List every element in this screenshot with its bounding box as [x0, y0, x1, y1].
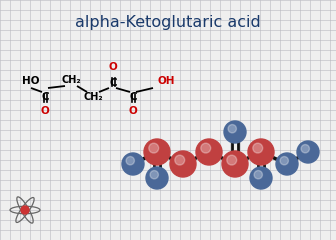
- Circle shape: [227, 155, 237, 165]
- Circle shape: [228, 125, 237, 133]
- Text: O: O: [109, 62, 117, 72]
- Circle shape: [144, 139, 170, 165]
- Circle shape: [175, 155, 185, 165]
- Text: C: C: [129, 92, 137, 102]
- Circle shape: [224, 121, 246, 143]
- Circle shape: [149, 143, 159, 153]
- Circle shape: [170, 151, 196, 177]
- Circle shape: [253, 143, 263, 153]
- Text: alpha-Ketoglutaric acid: alpha-Ketoglutaric acid: [75, 15, 261, 30]
- Circle shape: [150, 170, 159, 179]
- Text: OH: OH: [157, 76, 174, 86]
- Circle shape: [196, 139, 222, 165]
- Text: C: C: [41, 92, 49, 102]
- Circle shape: [301, 144, 309, 153]
- Circle shape: [254, 170, 262, 179]
- Circle shape: [248, 139, 274, 165]
- Circle shape: [122, 153, 144, 175]
- Text: CH₂: CH₂: [61, 75, 81, 85]
- Circle shape: [201, 143, 211, 153]
- Circle shape: [126, 156, 134, 165]
- Circle shape: [280, 156, 288, 165]
- Circle shape: [21, 206, 29, 214]
- Text: CH₂: CH₂: [83, 92, 103, 102]
- Circle shape: [297, 141, 319, 163]
- Circle shape: [276, 153, 298, 175]
- Circle shape: [250, 167, 272, 189]
- Text: HO: HO: [22, 76, 40, 86]
- Circle shape: [222, 151, 248, 177]
- Circle shape: [146, 167, 168, 189]
- Text: O: O: [129, 106, 137, 116]
- Text: O: O: [41, 106, 49, 116]
- Text: C: C: [109, 78, 117, 88]
